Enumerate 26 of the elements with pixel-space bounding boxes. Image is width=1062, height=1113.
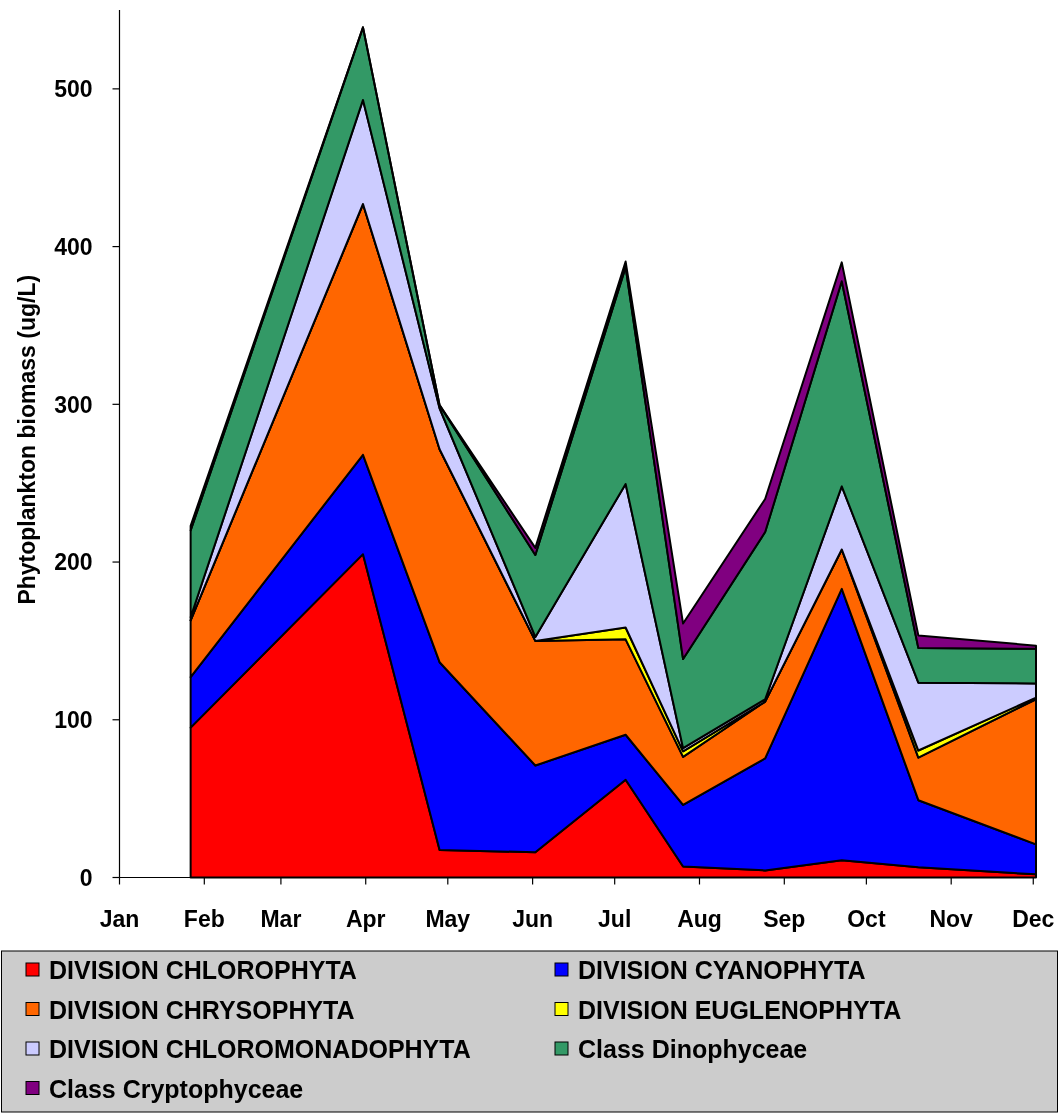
y-tick-label: 500 bbox=[54, 76, 93, 103]
x-tick-label: Dec bbox=[1012, 905, 1055, 932]
y-tick-label: 200 bbox=[54, 549, 93, 576]
legend-label: DIVISION CHRYSOPHYTA bbox=[49, 995, 355, 1024]
x-tick-label: Jun bbox=[512, 905, 554, 932]
x-tick-label: May bbox=[425, 905, 471, 932]
legend-label: DIVISION CHLOROPHYTA bbox=[49, 956, 357, 984]
x-tick-label: Nov bbox=[929, 905, 974, 932]
y-tick-label: 0 bbox=[79, 864, 93, 891]
legend-label: DIVISION CHLOROMONADOPHYTA bbox=[49, 1035, 471, 1063]
legend-label: Class Dinophyceae bbox=[578, 1035, 808, 1063]
x-tick-label: Sep bbox=[763, 905, 806, 932]
y-tick-label: 300 bbox=[54, 391, 93, 418]
legend-label: DIVISION CYANOPHYTA bbox=[578, 956, 866, 984]
x-tick-label: Aug bbox=[677, 905, 722, 932]
legend-label: DIVISION EUGLENOPHYTA bbox=[578, 995, 902, 1024]
x-tick-label: Oct bbox=[847, 905, 886, 932]
x-tick-label: Mar bbox=[260, 905, 302, 932]
x-tick-label: Feb bbox=[183, 905, 225, 932]
legend-label: Class Cryptophyceae bbox=[49, 1074, 304, 1103]
y-axis-title: Phytoplankton biomass (ug/L) bbox=[14, 274, 41, 605]
x-tick-label: Jul bbox=[598, 905, 632, 932]
x-tick-label: Apr bbox=[345, 905, 386, 932]
y-tick-label: 100 bbox=[54, 707, 93, 734]
y-tick-label: 400 bbox=[54, 233, 93, 260]
x-tick-label: Jan bbox=[99, 905, 140, 932]
